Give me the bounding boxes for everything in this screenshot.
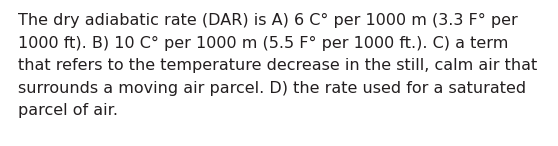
Text: that refers to the temperature decrease in the still, calm air that: that refers to the temperature decrease … bbox=[18, 58, 537, 73]
Text: 1000 ft). B) 10 C° per 1000 m (5.5 F° per 1000 ft.). C) a term: 1000 ft). B) 10 C° per 1000 m (5.5 F° pe… bbox=[18, 35, 508, 51]
Text: parcel of air.: parcel of air. bbox=[18, 103, 118, 118]
Text: surrounds a moving air parcel. D) the rate used for a saturated: surrounds a moving air parcel. D) the ra… bbox=[18, 80, 526, 95]
Text: The dry adiabatic rate (DAR) is A) 6 C° per 1000 m (3.3 F° per: The dry adiabatic rate (DAR) is A) 6 C° … bbox=[18, 13, 518, 28]
